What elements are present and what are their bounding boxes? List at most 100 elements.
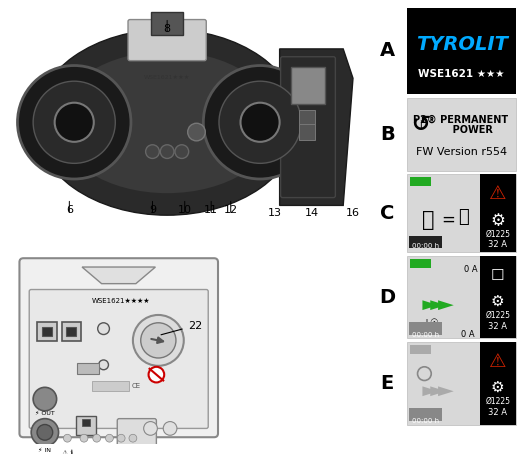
- Circle shape: [204, 65, 317, 179]
- Text: D: D: [379, 288, 395, 307]
- Text: 9: 9: [149, 205, 156, 215]
- Text: 32 A: 32 A: [488, 322, 507, 331]
- Circle shape: [160, 145, 174, 158]
- Text: ⚙: ⚙: [491, 380, 504, 395]
- Circle shape: [144, 422, 157, 435]
- Circle shape: [106, 434, 113, 442]
- Text: 00:00 h: 00:00 h: [412, 418, 439, 424]
- Circle shape: [99, 360, 108, 370]
- Text: 10: 10: [178, 205, 192, 215]
- Text: ⚠ ℹ: ⚠ ℹ: [63, 450, 74, 454]
- Text: FW Version r554: FW Version r554: [416, 147, 507, 157]
- Text: WSE1621 ★★★: WSE1621 ★★★: [418, 69, 505, 79]
- Circle shape: [141, 323, 176, 358]
- Text: 00:00 h: 00:00 h: [412, 243, 439, 250]
- Text: 11: 11: [204, 205, 218, 215]
- Circle shape: [163, 422, 177, 435]
- Polygon shape: [438, 300, 454, 310]
- Text: 12: 12: [224, 205, 238, 215]
- Text: POWER: POWER: [429, 125, 492, 135]
- FancyBboxPatch shape: [299, 124, 315, 140]
- Circle shape: [33, 81, 115, 163]
- FancyBboxPatch shape: [407, 256, 517, 338]
- Text: 16: 16: [346, 208, 360, 218]
- FancyBboxPatch shape: [77, 363, 99, 374]
- Text: ☐: ☐: [491, 268, 504, 283]
- Text: ⚡ IN: ⚡ IN: [38, 449, 52, 454]
- Text: 6: 6: [66, 205, 73, 215]
- FancyBboxPatch shape: [480, 256, 517, 338]
- Text: 13: 13: [268, 208, 282, 218]
- Text: Ø1225: Ø1225: [485, 230, 510, 239]
- Circle shape: [80, 434, 88, 442]
- FancyBboxPatch shape: [82, 419, 90, 426]
- Polygon shape: [430, 386, 446, 396]
- FancyBboxPatch shape: [92, 381, 129, 391]
- Circle shape: [117, 434, 125, 442]
- FancyBboxPatch shape: [151, 12, 183, 35]
- Text: 0 A: 0 A: [463, 266, 477, 275]
- Text: =: =: [441, 211, 455, 229]
- Text: ⚙: ⚙: [490, 212, 505, 230]
- Text: ⚙: ⚙: [491, 294, 504, 309]
- FancyBboxPatch shape: [409, 236, 442, 248]
- Text: CE: CE: [132, 383, 140, 390]
- Text: B: B: [380, 125, 394, 144]
- Text: P2® PERMANENT: P2® PERMANENT: [413, 114, 508, 124]
- Text: 32 A: 32 A: [488, 408, 507, 417]
- FancyBboxPatch shape: [280, 57, 336, 197]
- Text: TYROLIT: TYROLIT: [416, 35, 508, 54]
- FancyBboxPatch shape: [409, 322, 442, 335]
- Polygon shape: [280, 49, 353, 205]
- FancyBboxPatch shape: [410, 345, 431, 354]
- Circle shape: [219, 81, 301, 163]
- Text: +☉: +☉: [422, 318, 439, 328]
- FancyBboxPatch shape: [407, 8, 517, 94]
- Text: 22: 22: [161, 321, 202, 335]
- FancyBboxPatch shape: [407, 174, 517, 252]
- FancyBboxPatch shape: [409, 408, 442, 420]
- Text: WSE1621★★★: WSE1621★★★: [144, 75, 190, 80]
- FancyBboxPatch shape: [42, 327, 52, 336]
- Polygon shape: [82, 267, 155, 284]
- Circle shape: [37, 424, 53, 440]
- Text: 14: 14: [305, 208, 319, 218]
- Text: ⚡ OUT: ⚡ OUT: [35, 411, 55, 416]
- Text: 0 A: 0 A: [461, 330, 474, 339]
- Polygon shape: [422, 300, 438, 310]
- Circle shape: [64, 434, 72, 442]
- Circle shape: [93, 434, 100, 442]
- Text: ↺: ↺: [411, 115, 430, 135]
- FancyBboxPatch shape: [117, 419, 156, 450]
- Text: E: E: [381, 374, 394, 393]
- FancyBboxPatch shape: [480, 342, 517, 424]
- FancyBboxPatch shape: [19, 258, 218, 437]
- Text: ⛅: ⛅: [422, 210, 434, 230]
- Text: ⛅: ⛅: [458, 208, 469, 226]
- Text: WSE1621★★★★: WSE1621★★★★: [92, 298, 150, 304]
- Text: 00:00 h: 00:00 h: [412, 331, 439, 337]
- FancyBboxPatch shape: [37, 322, 57, 341]
- FancyBboxPatch shape: [407, 98, 517, 171]
- Circle shape: [240, 103, 280, 142]
- Text: ⚠: ⚠: [489, 352, 507, 371]
- Text: ⚠: ⚠: [489, 184, 507, 203]
- Circle shape: [98, 323, 109, 335]
- FancyBboxPatch shape: [480, 174, 517, 252]
- FancyBboxPatch shape: [299, 109, 315, 125]
- FancyBboxPatch shape: [76, 416, 96, 435]
- Text: i: i: [419, 120, 422, 130]
- FancyBboxPatch shape: [291, 68, 325, 104]
- Circle shape: [33, 387, 57, 411]
- Ellipse shape: [57, 51, 277, 193]
- FancyBboxPatch shape: [407, 342, 517, 424]
- FancyBboxPatch shape: [29, 290, 208, 429]
- Circle shape: [133, 315, 184, 366]
- Circle shape: [129, 434, 137, 442]
- Polygon shape: [438, 386, 454, 396]
- Circle shape: [188, 123, 205, 141]
- Circle shape: [55, 103, 94, 142]
- Text: C: C: [380, 204, 394, 223]
- Ellipse shape: [35, 30, 299, 215]
- Text: Ø1225: Ø1225: [485, 396, 510, 405]
